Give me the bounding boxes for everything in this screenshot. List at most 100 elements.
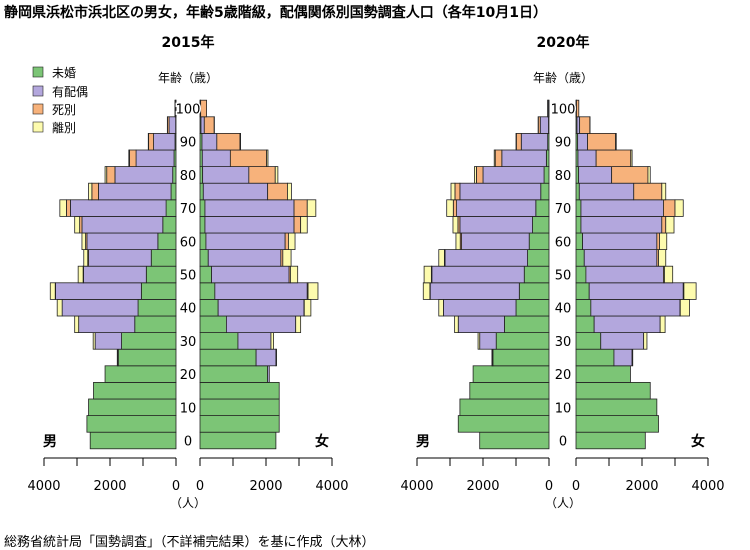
bar-male-unmarried-age-50	[145, 265, 177, 284]
bar-female-married-age-85	[201, 149, 231, 168]
legend: 未婚 有配偶 死別 離別	[32, 66, 88, 135]
bar-female-unmarried-age-25	[199, 348, 257, 367]
bar-female-married-age-80	[202, 166, 250, 184]
bar-female-unmarried-age-55	[575, 249, 585, 267]
bar-female-married-age-30	[237, 332, 272, 350]
bar-male-divorced-age-85	[493, 149, 496, 168]
age-tick-label-20: 20	[180, 368, 197, 383]
bar-male-unmarried-age-0	[89, 431, 177, 450]
legend-label-widowed: 死別	[52, 103, 76, 117]
bar-female-divorced-age-90	[615, 132, 617, 151]
bar-female-widowed-age-65	[293, 215, 302, 234]
bar-female-divorced-age-80	[274, 166, 279, 184]
bar-male-divorced-age-80	[104, 166, 108, 184]
bar-female-married-age-75	[202, 182, 269, 201]
bar-male-married-age-45	[429, 282, 520, 300]
bar-male-widowed-age-90	[148, 132, 154, 151]
bar-male-divorced-age-55	[438, 249, 445, 267]
legend-label-divorced: 離別	[52, 121, 76, 135]
bar-female-divorced-age-60	[659, 232, 668, 251]
legend-swatch-widowed	[32, 103, 44, 115]
bar-female-divorced-age-75	[287, 182, 292, 201]
x-tick-label-male-4000: 4000	[400, 479, 433, 494]
bar-female-widowed-age-75	[267, 182, 288, 201]
female-label: 女	[315, 433, 329, 450]
bar-female-divorced-age-60	[288, 232, 296, 251]
bar-male-unmarried-age-30	[495, 332, 550, 350]
bar-female-divorced-age-35	[295, 315, 302, 334]
bar-male-unmarried-age-55	[150, 249, 177, 267]
bar-female-divorced-age-75	[661, 182, 667, 201]
bar-female-divorced-age-70	[306, 199, 317, 217]
bar-female-widowed-age-95	[203, 116, 215, 134]
bar-female-divorced-age-35	[659, 315, 666, 334]
bar-male-divorced-age-70	[446, 199, 454, 217]
bar-female-divorced-age-25	[631, 348, 634, 367]
bar-male-married-age-95	[168, 116, 177, 134]
bar-male-divorced-age-50	[423, 265, 432, 284]
bar-male-widowed-age-85	[129, 149, 137, 168]
x-tick-label-male-0: 0	[545, 479, 553, 494]
bar-female-unmarried-age-50	[199, 265, 212, 284]
bar-male-married-age-80	[114, 166, 174, 184]
bar-female-unmarried-age-0	[575, 431, 646, 450]
bar-female-married-age-65	[204, 215, 295, 234]
bar-male-married-age-40	[442, 298, 517, 317]
bar-female-married-age-20	[267, 365, 270, 383]
x-tick-label-male-0: 0	[172, 479, 180, 494]
x-tick-label-female-0: 0	[572, 479, 580, 494]
bar-male-unmarried-age-5	[86, 415, 177, 433]
bar-female-divorced-age-40	[303, 298, 312, 317]
bar-male-unmarried-age-15	[469, 381, 550, 400]
bar-male-married-age-95	[539, 116, 549, 134]
x-tick-label-male-2000: 2000	[466, 479, 499, 494]
bar-male-divorced-age-50	[77, 265, 84, 284]
bar-female-widowed-age-90	[587, 132, 616, 151]
bar-female-unmarried-age-15	[575, 381, 651, 400]
bar-female-divorced-age-65	[665, 215, 675, 234]
age-tick-label-0: 0	[184, 435, 192, 450]
bar-male-unmarried-age-70	[535, 199, 550, 217]
bar-female-married-age-85	[577, 149, 597, 168]
bar-male-unmarried-age-20	[472, 365, 550, 383]
bar-female-unmarried-age-70	[199, 199, 206, 217]
bar-female-unmarried-age-45	[575, 282, 590, 300]
x-tick-label-female-2000: 2000	[249, 479, 282, 494]
age-tick-label-90: 90	[180, 136, 197, 151]
bar-female-married-age-50	[211, 265, 290, 284]
bar-male-unmarried-age-40	[137, 298, 177, 317]
age-tick-label-60: 60	[555, 235, 572, 250]
bar-female-widowed-age-70	[293, 199, 308, 217]
age-tick-label-40: 40	[180, 302, 197, 317]
bar-female-divorced-age-25	[275, 348, 277, 367]
age-tick-label-20: 20	[555, 368, 572, 383]
x-tick-label-female-0: 0	[196, 479, 204, 494]
age-tick-label-50: 50	[180, 269, 197, 284]
bar-male-unmarried-age-20	[104, 365, 177, 383]
bar-female-unmarried-age-30	[575, 332, 602, 350]
age-tick-label-60: 60	[180, 235, 197, 250]
age-tick-label-100: 100	[176, 103, 201, 118]
bar-female-widowed-age-80	[611, 166, 649, 184]
bar-female-unmarried-age-5	[575, 415, 659, 433]
bar-female-divorced-age-65	[300, 215, 308, 234]
bar-male-married-age-30	[94, 332, 122, 350]
bar-male-married-age-90	[520, 132, 549, 151]
bar-female-unmarried-age-10	[199, 398, 280, 417]
bar-male-unmarried-age-80	[543, 166, 550, 184]
bar-female-widowed-age-95	[579, 116, 591, 134]
bar-male-married-age-30	[479, 332, 497, 350]
bar-female-unmarried-age-75	[199, 182, 204, 201]
bar-female-unmarried-age-45	[199, 282, 216, 300]
chart-main-title: 静岡県浜松市浜北区の男女，年齢5歳階級，配偶関係別国勢調査人口（各年10月1日）	[4, 4, 547, 21]
age-axis-label: 年齢（歳）	[158, 70, 218, 85]
bar-female-unmarried-age-30	[199, 332, 239, 350]
bar-female-widowed-age-70	[663, 199, 676, 217]
bar-male-unmarried-age-75	[170, 182, 177, 201]
bar-male-divorced-age-45	[49, 282, 56, 300]
bar-male-married-age-35	[457, 315, 505, 334]
male-label: 男	[416, 434, 430, 450]
bar-male-married-age-55	[88, 249, 152, 267]
bar-male-unmarried-age-0	[479, 431, 550, 450]
